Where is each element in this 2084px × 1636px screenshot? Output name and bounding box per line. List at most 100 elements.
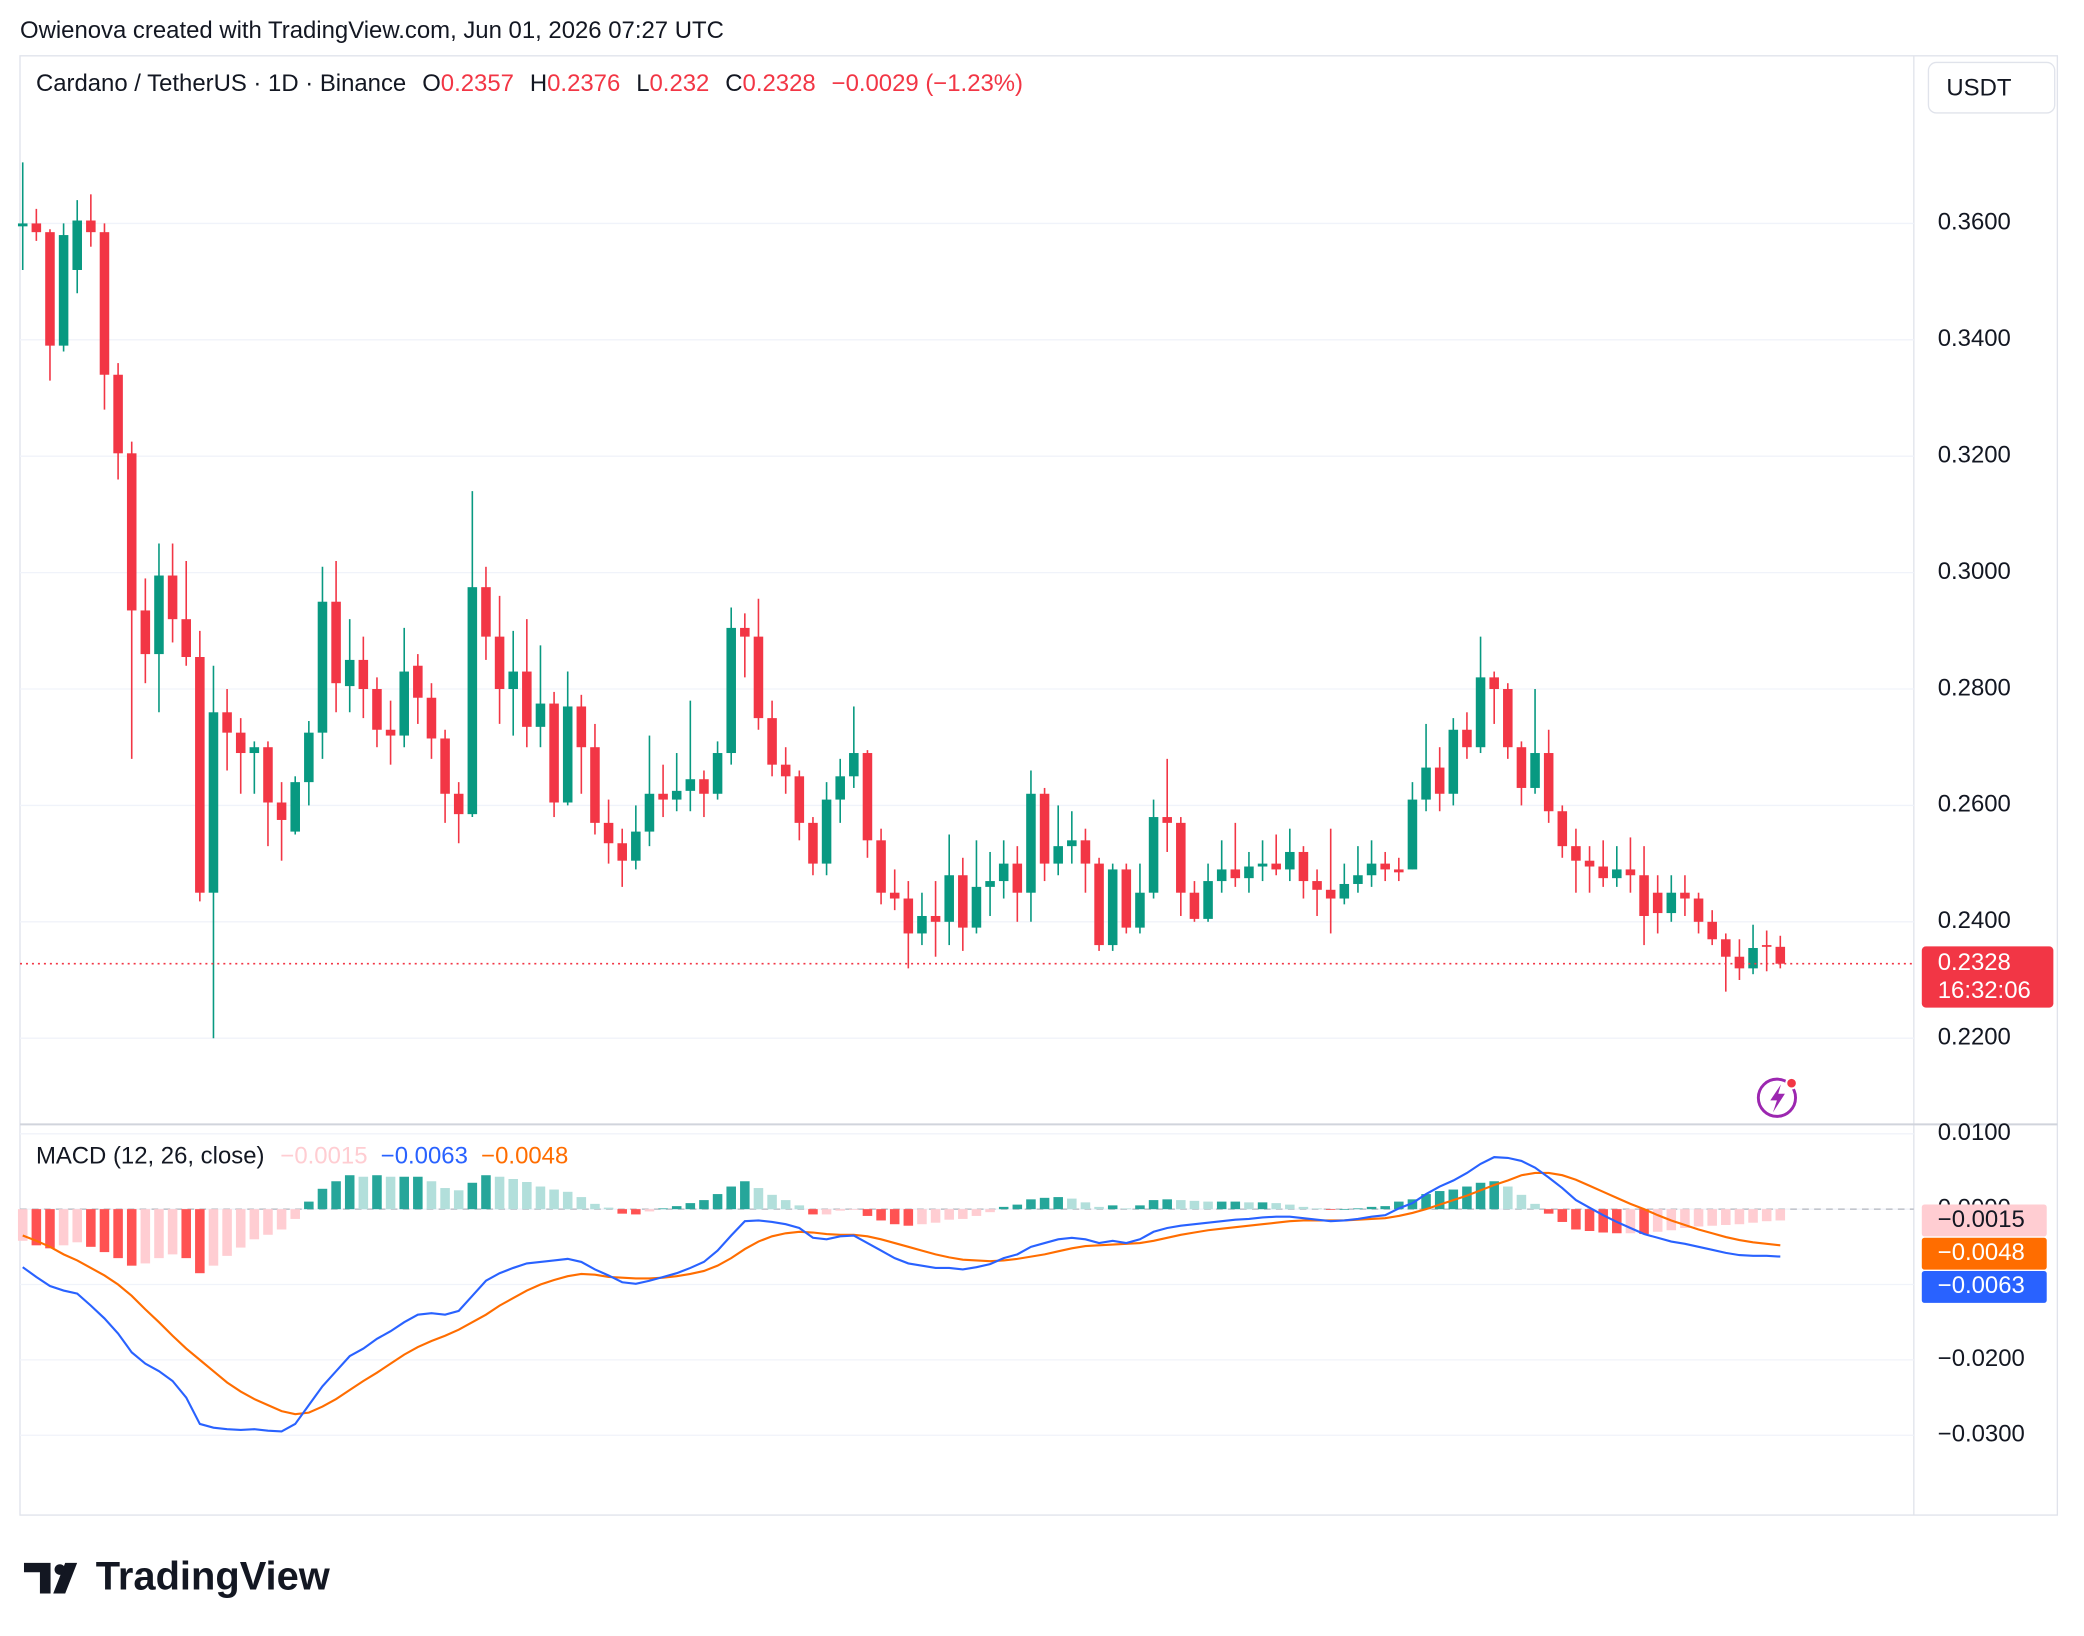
histogram-bar bbox=[603, 1207, 614, 1210]
candle-body bbox=[1162, 817, 1172, 823]
candle-body bbox=[1053, 846, 1063, 864]
candle-body bbox=[31, 223, 42, 233]
candle-body bbox=[113, 374, 123, 454]
candle-body bbox=[181, 619, 191, 658]
histogram-bar bbox=[1571, 1209, 1581, 1230]
candle-body bbox=[508, 671, 518, 690]
candle-body bbox=[1666, 892, 1677, 914]
histogram-bar bbox=[876, 1209, 886, 1221]
candle-body bbox=[862, 753, 873, 841]
candle-body bbox=[99, 232, 110, 375]
candle-body bbox=[603, 822, 614, 844]
candle-body bbox=[1775, 946, 1786, 964]
candle-body bbox=[1530, 753, 1540, 788]
candle-body bbox=[658, 793, 668, 800]
candle-body bbox=[1421, 767, 1431, 800]
histogram-bar bbox=[1775, 1209, 1786, 1221]
histogram-bar bbox=[1121, 1208, 1132, 1210]
alert-bolt[interactable] bbox=[1770, 1084, 1785, 1113]
candle-body bbox=[767, 718, 777, 765]
histogram-bar bbox=[276, 1209, 287, 1230]
candle-body bbox=[903, 898, 914, 934]
histogram-bar bbox=[1761, 1209, 1772, 1222]
signal-value: −0.0048 bbox=[481, 1143, 568, 1170]
labels: 0.2200 0.2400 0.2600 0.2800 0.3000 0.3200 0.34… bbox=[1921, 209, 2054, 1448]
value-badge bbox=[1921, 1204, 2047, 1237]
price-legend: Cardano / TetherUS · 1D · Binance O0.2357… bbox=[36, 70, 1023, 97]
close-value: 0.2328 bbox=[743, 70, 816, 97]
candle-body bbox=[1216, 869, 1227, 882]
candle-body bbox=[1176, 822, 1186, 893]
candle-body bbox=[140, 610, 151, 655]
candle-body bbox=[631, 831, 641, 861]
currency-button[interactable] bbox=[1927, 61, 2056, 114]
candle-body bbox=[1557, 811, 1568, 847]
histogram-bar bbox=[440, 1188, 450, 1210]
candle-body bbox=[522, 671, 532, 727]
candle-body bbox=[753, 636, 764, 719]
candle-body bbox=[1503, 689, 1513, 748]
candle-body bbox=[1707, 921, 1717, 940]
candle-body bbox=[1639, 875, 1649, 916]
candle-body bbox=[1407, 799, 1418, 870]
candle-body bbox=[467, 587, 478, 815]
histogram-bar bbox=[1230, 1201, 1241, 1210]
attribution: Owienova created with TradingView.com, J… bbox=[20, 17, 724, 44]
histogram-bar bbox=[1584, 1209, 1595, 1231]
candle-body bbox=[481, 587, 491, 637]
currency-label[interactable]: USDT bbox=[1946, 74, 2011, 101]
histogram-bar bbox=[1148, 1200, 1159, 1210]
histogram-bar bbox=[1462, 1186, 1472, 1210]
change-value: −0.0029 (−1.23%) bbox=[832, 70, 1023, 97]
histogram-bar bbox=[644, 1209, 655, 1212]
open-value: 0.2357 bbox=[441, 70, 514, 97]
histogram-bar bbox=[1734, 1209, 1745, 1225]
histogram-bar bbox=[590, 1203, 600, 1210]
histogram-bar bbox=[331, 1181, 341, 1210]
candle-body bbox=[399, 671, 409, 736]
candle-body bbox=[344, 659, 355, 687]
histogram-bar bbox=[1475, 1182, 1486, 1210]
histogram-bar bbox=[808, 1209, 818, 1215]
histogram-bar bbox=[1298, 1206, 1309, 1210]
candle-body bbox=[1598, 866, 1608, 879]
y-tick-label: −0.0300 bbox=[1938, 1421, 2025, 1448]
candle-body bbox=[1625, 869, 1636, 876]
candle-body bbox=[304, 732, 314, 783]
candle-body bbox=[1244, 866, 1254, 879]
last-price-label: 0.2328 bbox=[1938, 949, 2011, 976]
candle-body bbox=[1257, 863, 1268, 867]
candle-body bbox=[1434, 767, 1445, 794]
candle-body bbox=[930, 915, 941, 922]
histogram-bar bbox=[522, 1182, 532, 1210]
y-tick-label: 0.3600 bbox=[1938, 209, 2011, 236]
histogram-bar bbox=[1339, 1209, 1350, 1210]
histogram-bar bbox=[1189, 1200, 1200, 1210]
histogram-bar bbox=[849, 1209, 859, 1210]
histogram-bar bbox=[549, 1189, 559, 1210]
candle-body bbox=[1026, 793, 1036, 893]
histogram-bar bbox=[1394, 1201, 1404, 1210]
candle-body bbox=[849, 753, 859, 777]
alert-ring[interactable] bbox=[1756, 1077, 1798, 1118]
candle-body bbox=[1543, 753, 1554, 812]
y-tick-label: 0.3400 bbox=[1938, 325, 2011, 352]
histogram-bar bbox=[1353, 1208, 1363, 1210]
histogram-bar bbox=[889, 1209, 900, 1225]
candle-body bbox=[780, 764, 791, 777]
candle-body bbox=[1584, 860, 1595, 867]
histogram-bar bbox=[304, 1201, 314, 1210]
histogram-bar bbox=[1652, 1209, 1663, 1232]
histogram-bar bbox=[753, 1188, 764, 1210]
alert-dot[interactable] bbox=[1785, 1076, 1798, 1090]
candle-body bbox=[889, 892, 900, 899]
candle-body bbox=[154, 575, 164, 655]
histogram-bar bbox=[1039, 1197, 1050, 1210]
alert-icon[interactable] bbox=[1756, 1076, 1798, 1118]
candle-body bbox=[1462, 729, 1472, 748]
y-tick-label: 0.0100 bbox=[1938, 1119, 2011, 1146]
histogram-bar bbox=[290, 1209, 300, 1219]
histogram-bar bbox=[1557, 1209, 1568, 1222]
open-letter: O bbox=[422, 70, 441, 97]
candle-body bbox=[835, 776, 845, 800]
